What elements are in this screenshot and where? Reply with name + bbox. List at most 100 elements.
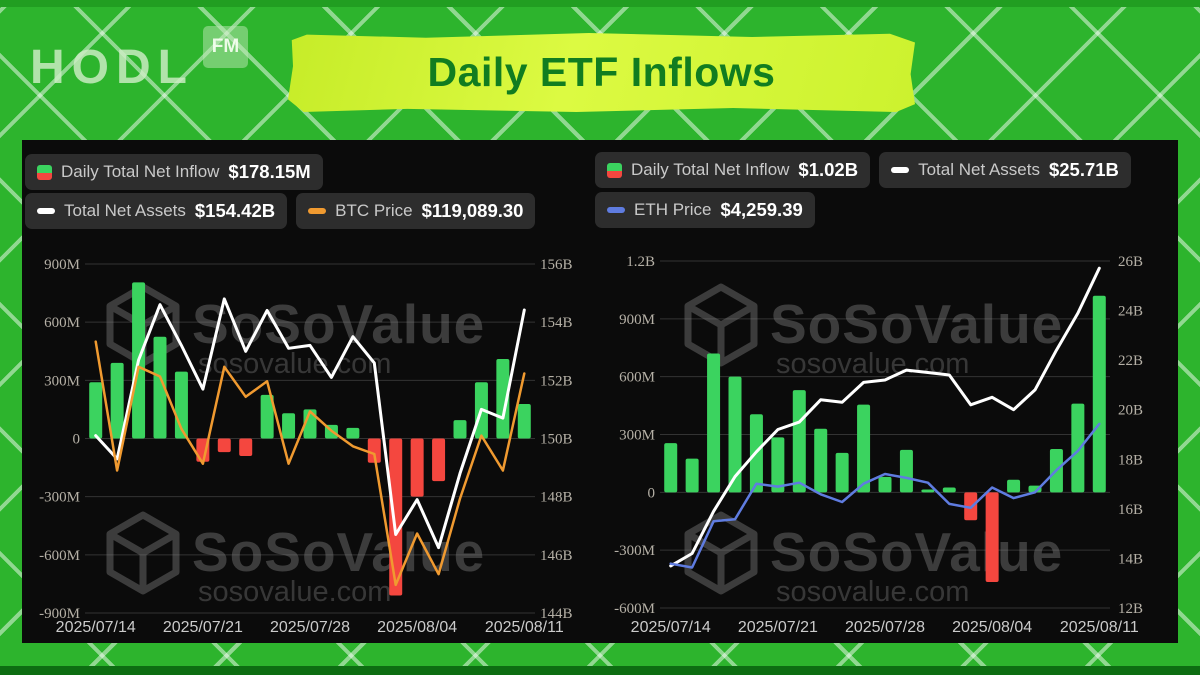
daily-inflow-bar xyxy=(942,487,956,493)
daily-inflow-bar xyxy=(1071,403,1085,493)
right-axis-tick: 152B xyxy=(540,373,573,389)
daily-inflow-bar xyxy=(346,427,360,439)
daily-inflow-bar xyxy=(685,458,699,493)
watermark-brand: SoSoValue xyxy=(770,521,1063,583)
daily-inflow-bar xyxy=(110,362,124,439)
eth-legend-row-1: Daily Total Net Inflow $1.02B Total Net … xyxy=(595,152,1131,188)
daily-inflow-bar xyxy=(728,376,742,493)
btc-etf-chart: 900M 600M 300M 0 -300M -600M -900M 156B 154B 152B… xyxy=(39,257,573,636)
x-axis-tick: 2025/07/14 xyxy=(56,619,136,636)
x-axis-tick: 2025/07/21 xyxy=(163,619,243,636)
eth-net-assets-legend: Total Net Assets $25.71B xyxy=(879,152,1131,188)
sosovalue-cube-icon xyxy=(106,511,180,595)
left-axis-tick: 600M xyxy=(619,370,655,386)
daily-inflow-bar xyxy=(453,420,467,439)
daily-inflow-bar xyxy=(367,438,381,463)
btc-price-line-icon xyxy=(308,208,327,214)
eth-price-line-icon xyxy=(607,207,625,213)
daily-inflow-bar xyxy=(89,382,103,439)
legend-label: Total Net Assets xyxy=(64,201,186,220)
right-axis-tick: 150B xyxy=(540,432,573,448)
daily-inflow-bar xyxy=(239,438,253,456)
right-axis-tick: 144B xyxy=(540,606,573,622)
daily-inflow-bar xyxy=(835,452,849,493)
watermark-brand: SoSoValue xyxy=(192,293,485,355)
left-axis-tick: 600M xyxy=(44,315,80,331)
left-axis-tick: 0 xyxy=(73,432,81,448)
logo-fm-badge: FM xyxy=(202,26,248,68)
left-axis-tick: 300M xyxy=(619,428,655,444)
legend-value: $178.15M xyxy=(228,161,311,182)
eth-price-legend: ETH Price $4,259.39 xyxy=(595,192,815,228)
daily-inflow-bar xyxy=(814,428,828,493)
x-axis-tick: 2025/08/04 xyxy=(377,619,457,636)
legend-label: BTC Price xyxy=(335,201,413,220)
top-border-strip xyxy=(0,0,1200,7)
daily-inflow-bar xyxy=(153,336,167,439)
btc-legend-row-2: Total Net Assets $154.42B BTC Price $119… xyxy=(25,193,536,229)
daily-inflow-bar xyxy=(389,438,403,596)
btc-net-assets-legend: Total Net Assets $154.42B xyxy=(25,193,288,229)
title-banner: Daily ETF Inflows xyxy=(288,33,915,112)
daily-inflow-bar xyxy=(878,476,892,493)
left-axis-tick: -600M xyxy=(614,601,655,617)
net-assets-line-icon xyxy=(891,167,910,173)
daily-inflow-bar xyxy=(771,437,785,493)
btc-inflow-legend: Daily Total Net Inflow $178.15M xyxy=(25,154,323,190)
left-axis-tick: -300M xyxy=(39,490,80,506)
eth-inflow-legend: Daily Total Net Inflow $1.02B xyxy=(595,152,871,188)
sosovalue-cube-icon xyxy=(684,283,758,367)
daily-inflow-bar xyxy=(1092,295,1106,493)
legend-label: Daily Total Net Inflow xyxy=(61,162,220,181)
x-axis-tick: 2025/08/11 xyxy=(1060,619,1139,636)
daily-inflow-bar xyxy=(899,449,913,493)
btc-legend-row-1: Daily Total Net Inflow $178.15M xyxy=(25,154,323,190)
daily-inflow-bar xyxy=(496,359,510,439)
right-axis-tick: 156B xyxy=(540,257,573,273)
daily-inflow-bar xyxy=(517,403,531,439)
right-axis-tick: 24B xyxy=(1118,304,1143,320)
watermark-brand: SoSoValue xyxy=(770,293,1063,355)
inflow-bars-icon xyxy=(37,164,52,180)
left-axis-tick: 300M xyxy=(44,373,80,389)
left-axis-tick: -900M xyxy=(39,606,80,622)
daily-inflow-bar xyxy=(260,394,274,439)
left-axis-tick: -300M xyxy=(614,543,655,559)
daily-inflow-bar xyxy=(921,489,935,493)
daily-inflow-bar xyxy=(282,413,296,439)
legend-value: $1.02B xyxy=(798,159,859,180)
charts-panel: 900M 600M 300M 0 -300M -600M -900M 156B 154B 152B… xyxy=(22,140,1178,643)
watermark-brand: SoSoValue xyxy=(192,521,485,583)
right-axis-tick: 14B xyxy=(1118,551,1143,567)
watermark-domain: sosovalue.com xyxy=(776,576,969,608)
daily-inflow-bar xyxy=(792,390,806,493)
right-axis-tick: 26B xyxy=(1118,254,1143,270)
x-axis-tick: 2025/07/28 xyxy=(270,619,350,636)
legend-value: $25.71B xyxy=(1048,159,1119,180)
bottom-border-strip xyxy=(0,666,1200,675)
total-net-assets-line xyxy=(669,266,1101,568)
legend-value: $119,089.30 xyxy=(421,200,524,221)
eth-etf-chart: 1.2B 900M 600M 300M 0 -300M -600M 26B 24B 22B 20B 1… xyxy=(614,254,1143,636)
btc-price-legend: BTC Price $119,089.30 xyxy=(296,193,536,229)
left-axis-tick: 1.2B xyxy=(626,254,655,270)
daily-inflow-bar xyxy=(707,353,721,493)
legend-label: Total Net Assets xyxy=(918,160,1040,179)
right-axis-tick: 148B xyxy=(540,490,573,506)
left-axis-tick: 900M xyxy=(44,257,80,273)
hodl-fm-logo: HODL FM xyxy=(30,26,248,92)
daily-inflow-bar xyxy=(664,443,678,493)
logo-wordmark: HODL xyxy=(30,41,194,94)
watermark-domain: sosovalue.com xyxy=(198,348,391,380)
btc-price-line xyxy=(94,340,526,587)
daily-inflow-bar xyxy=(432,438,446,482)
legend-value: $154.42B xyxy=(194,200,276,221)
right-axis-tick: 154B xyxy=(540,315,573,331)
daily-inflow-bar xyxy=(1007,479,1021,493)
daily-inflow-bar xyxy=(857,404,871,493)
legend-label: Daily Total Net Inflow xyxy=(631,160,790,179)
left-axis-tick: 0 xyxy=(648,485,656,501)
left-axis-tick: -600M xyxy=(39,548,80,564)
x-axis-tick: 2025/08/11 xyxy=(485,619,564,636)
